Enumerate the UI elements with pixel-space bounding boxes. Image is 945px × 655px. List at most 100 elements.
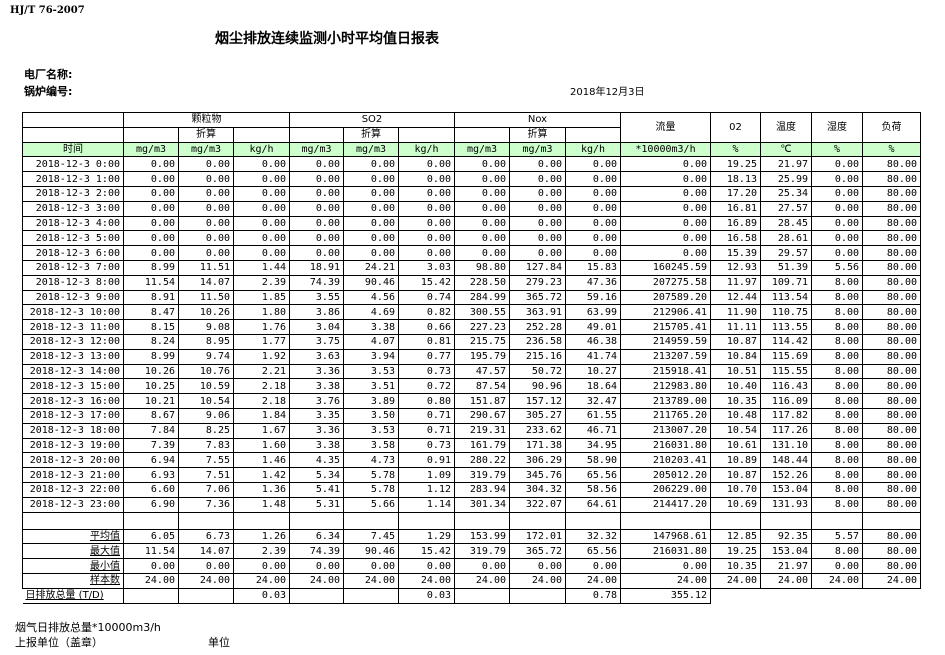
value-cell: 0.00 bbox=[509, 215, 566, 232]
header-humidity: 湿度 bbox=[811, 112, 863, 143]
value-cell: 14.07 bbox=[178, 274, 234, 291]
value-cell: 0.00 bbox=[289, 171, 344, 187]
value-cell: 49.01 bbox=[565, 319, 621, 335]
stat-value-cell: 153.04 bbox=[760, 543, 812, 560]
value-cell: 0.80 bbox=[398, 393, 455, 409]
stat-value-cell: 365.72 bbox=[509, 543, 566, 560]
daily-total-cell bbox=[454, 587, 510, 604]
value-cell: 10.59 bbox=[178, 378, 234, 395]
time-cell: 2018-12-3 6:00 bbox=[22, 245, 124, 261]
stat-value-cell: 19.25 bbox=[710, 543, 761, 560]
value-cell: 25.34 bbox=[760, 185, 812, 202]
value-cell: 11.11 bbox=[710, 319, 761, 335]
value-cell: 10.40 bbox=[710, 378, 761, 395]
value-cell: 80.00 bbox=[862, 378, 921, 395]
value-cell: 10.54 bbox=[710, 422, 761, 439]
value-cell: 0.00 bbox=[289, 156, 344, 173]
value-cell: 0.00 bbox=[454, 200, 510, 217]
daily-total-row: 日排放总量 (T/D) 0.03 0.03 0.78 355.12 bbox=[22, 587, 921, 604]
value-cell: 215918.41 bbox=[620, 363, 711, 380]
stat-value-cell: 24.00 bbox=[343, 572, 399, 589]
unit-cell: mg/m3 bbox=[289, 141, 344, 158]
value-cell: 280.22 bbox=[454, 452, 510, 469]
value-cell: 0.00 bbox=[620, 200, 711, 217]
value-cell: 0.00 bbox=[509, 185, 566, 202]
table-row: 2018-12-3 20:00 6.94 7.55 1.46 4.35 4.73 0.91 2… bbox=[22, 452, 921, 469]
value-cell: 34.95 bbox=[565, 437, 621, 454]
time-cell: 2018-12-3 2:00 bbox=[22, 185, 124, 202]
value-cell: 131.10 bbox=[760, 437, 812, 454]
value-cell: 3.55 bbox=[289, 289, 344, 306]
value-cell: 153.04 bbox=[760, 481, 812, 498]
value-cell: 0.00 bbox=[620, 185, 711, 202]
value-cell: 8.25 bbox=[178, 422, 234, 439]
time-cell: 2018-12-3 20:00 bbox=[22, 452, 124, 469]
value-cell: 0.00 bbox=[620, 171, 711, 187]
value-cell: 0.00 bbox=[289, 185, 344, 202]
value-cell: 98.80 bbox=[454, 259, 510, 276]
stat-value-cell: 24.00 bbox=[811, 572, 863, 589]
value-cell: 0.00 bbox=[398, 185, 455, 202]
blank-cell bbox=[565, 511, 621, 530]
stat-label: 平均值 bbox=[22, 528, 124, 545]
blank-cell bbox=[343, 511, 399, 530]
value-cell: 0.00 bbox=[123, 200, 179, 217]
value-cell: 10.87 bbox=[710, 333, 761, 350]
value-cell: 1.44 bbox=[233, 259, 290, 276]
value-cell: 0.00 bbox=[289, 215, 344, 232]
time-cell: 2018-12-3 16:00 bbox=[22, 393, 124, 409]
value-cell: 151.87 bbox=[454, 393, 510, 409]
header-temperature: 温度 bbox=[760, 112, 812, 143]
value-cell: 18.64 bbox=[565, 378, 621, 395]
blank-cell bbox=[454, 511, 510, 530]
daily-total-cell bbox=[812, 588, 863, 603]
value-cell: 304.32 bbox=[509, 481, 566, 498]
value-cell: 50.72 bbox=[509, 363, 566, 380]
value-cell: 28.45 bbox=[760, 215, 812, 232]
value-cell: 90.96 bbox=[509, 378, 566, 395]
value-cell: 0.00 bbox=[178, 200, 234, 217]
value-cell: 47.57 bbox=[454, 363, 510, 380]
time-cell: 2018-12-3 10:00 bbox=[22, 304, 124, 321]
table-row: 2018-12-3 13:00 8.99 9.74 1.92 3.63 3.94 0.77 1… bbox=[22, 348, 921, 365]
table-row: 2018-12-3 3:00 0.00 0.00 0.00 0.00 0.00 0.00 0.… bbox=[22, 200, 921, 217]
value-cell: 0.00 bbox=[811, 171, 863, 187]
value-cell: 300.55 bbox=[454, 304, 510, 321]
table-row: 2018-12-3 19:00 7.39 7.83 1.60 3.38 3.58 0.73 1… bbox=[22, 437, 921, 454]
value-cell: 0.00 bbox=[123, 185, 179, 202]
table-row: 2018-12-3 6:00 0.00 0.00 0.00 0.00 0.00 0.00 0.… bbox=[22, 245, 921, 261]
value-cell: 1.42 bbox=[233, 467, 290, 483]
value-cell: 115.55 bbox=[760, 363, 812, 380]
value-cell: 0.00 bbox=[811, 215, 863, 232]
value-cell: 7.36 bbox=[178, 496, 234, 513]
value-cell: 0.00 bbox=[811, 245, 863, 261]
stat-value-cell: 0.00 bbox=[289, 558, 344, 574]
value-cell: 1.80 bbox=[233, 304, 290, 321]
report-date: 2018年12月3日 bbox=[570, 87, 645, 98]
blank-cell bbox=[178, 511, 234, 530]
value-cell: 215705.41 bbox=[620, 319, 711, 335]
value-cell: 1.36 bbox=[233, 481, 290, 498]
value-cell: 363.91 bbox=[509, 304, 566, 321]
value-cell: 0.00 bbox=[454, 185, 510, 202]
blank-cell bbox=[233, 511, 290, 530]
value-cell: 0.73 bbox=[398, 363, 455, 380]
value-cell: 214959.59 bbox=[620, 333, 711, 350]
value-cell: 8.91 bbox=[123, 289, 179, 306]
value-cell: 10.21 bbox=[123, 393, 179, 409]
value-cell: 19.25 bbox=[710, 156, 761, 173]
blank-cell bbox=[811, 511, 863, 530]
unit-cell: % bbox=[862, 141, 921, 158]
unit-cell: mg/m3 bbox=[178, 141, 234, 158]
value-cell: 8.00 bbox=[811, 393, 863, 409]
stat-label: 样本数 bbox=[22, 572, 124, 589]
value-cell: 7.83 bbox=[178, 437, 234, 454]
value-cell: 0.00 bbox=[565, 171, 621, 187]
report-title: 烟尘排放连续监测小时平均值日报表 bbox=[215, 31, 439, 47]
value-cell: 9.08 bbox=[178, 319, 234, 335]
value-cell: 0.00 bbox=[811, 200, 863, 217]
value-cell: 7.84 bbox=[123, 422, 179, 439]
value-cell: 80.00 bbox=[862, 200, 921, 217]
value-cell: 0.00 bbox=[343, 230, 399, 247]
header-converted: 折算 bbox=[343, 126, 399, 143]
